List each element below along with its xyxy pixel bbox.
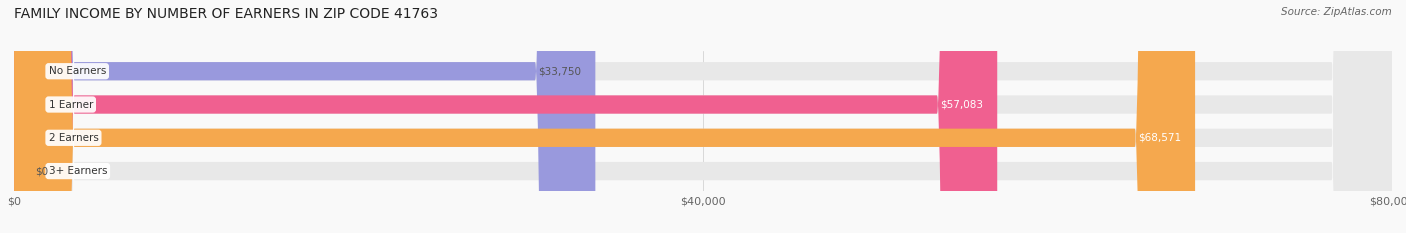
Text: $68,571: $68,571 bbox=[1139, 133, 1181, 143]
FancyBboxPatch shape bbox=[14, 0, 1195, 233]
FancyBboxPatch shape bbox=[14, 0, 1392, 233]
Text: Source: ZipAtlas.com: Source: ZipAtlas.com bbox=[1281, 7, 1392, 17]
FancyBboxPatch shape bbox=[14, 0, 997, 233]
Text: 2 Earners: 2 Earners bbox=[48, 133, 98, 143]
Text: $0: $0 bbox=[35, 166, 48, 176]
Text: 1 Earner: 1 Earner bbox=[48, 99, 93, 110]
Text: No Earners: No Earners bbox=[48, 66, 105, 76]
Text: FAMILY INCOME BY NUMBER OF EARNERS IN ZIP CODE 41763: FAMILY INCOME BY NUMBER OF EARNERS IN ZI… bbox=[14, 7, 439, 21]
Text: $57,083: $57,083 bbox=[941, 99, 983, 110]
Text: $33,750: $33,750 bbox=[538, 66, 582, 76]
FancyBboxPatch shape bbox=[14, 0, 1392, 233]
Text: 3+ Earners: 3+ Earners bbox=[48, 166, 107, 176]
FancyBboxPatch shape bbox=[14, 0, 1392, 233]
FancyBboxPatch shape bbox=[14, 0, 595, 233]
FancyBboxPatch shape bbox=[14, 0, 1392, 233]
